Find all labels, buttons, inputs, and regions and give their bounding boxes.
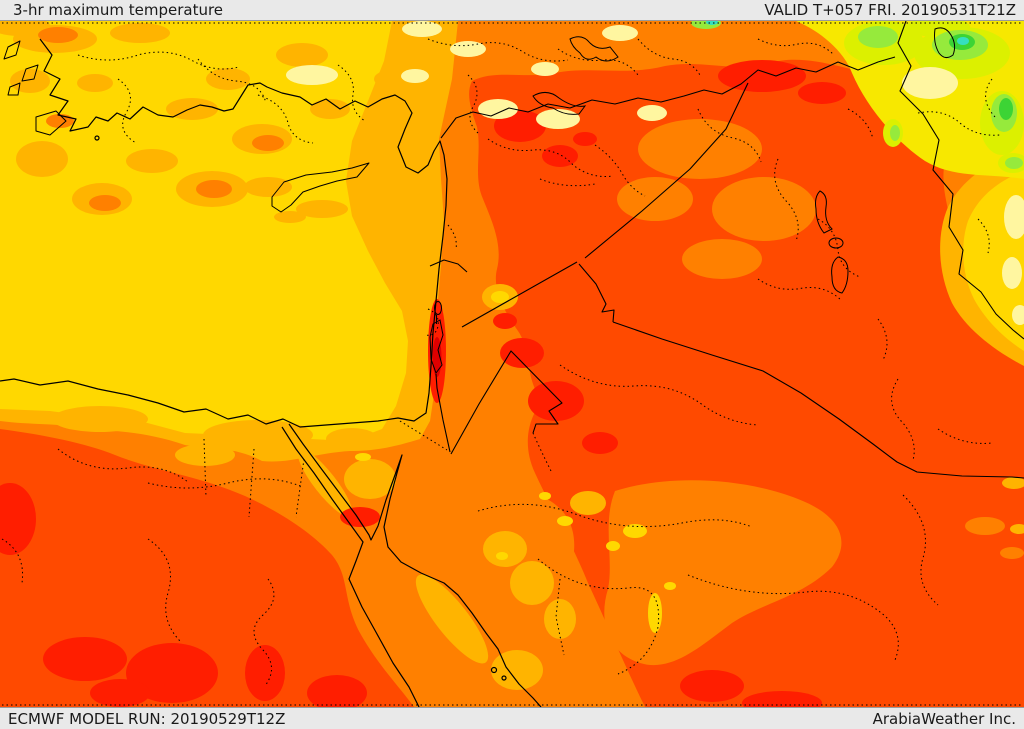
mediterranean-coast [0, 38, 448, 428]
zagros-pale-spots [1002, 195, 1024, 325]
jordan-saudi-border [450, 350, 563, 455]
egypt-amber-patches [52, 406, 396, 499]
dotted-admin-lines [1, 22, 1022, 706]
valid-time-label: VALID T+057 FRI. 20190531T21Z [764, 1, 1016, 19]
header-bar: 3-hr maximum temperature VALID T+057 FRI… [0, 0, 1024, 21]
lake-tharthar [815, 190, 833, 234]
ne-pale [902, 67, 958, 99]
syria-iraq-border [584, 82, 749, 259]
sinai-aqaba-saudi-shore [288, 423, 542, 707]
red-orange-zone-egypt [0, 429, 414, 707]
lake-ataturk [569, 36, 619, 62]
turkey-syria-iraq-border [440, 56, 896, 139]
lake-habbaniyah [828, 237, 844, 249]
syria-jordan-border [461, 261, 578, 328]
lakes [429, 27, 956, 375]
model-run-label: ECMWF MODEL RUN: 20190529T12Z [8, 709, 286, 728]
country-borders [429, 21, 1024, 479]
sea-of-galilee [434, 301, 442, 315]
lake-assad [532, 92, 587, 115]
map-title: 3-hr maximum temperature [13, 1, 224, 19]
amber-cool-streaks [297, 284, 1024, 690]
cyprus-island [271, 162, 370, 213]
iraq-saudi-border [612, 321, 1024, 479]
contour-map-canvas [0, 21, 1024, 707]
red-sea-island-2 [501, 675, 507, 681]
lebanon-israel-border [429, 259, 468, 273]
coastlines [0, 38, 542, 707]
lake-urmia [934, 27, 956, 59]
orange-patchbacks [468, 119, 1024, 666]
lake-razzaza [831, 256, 849, 294]
iran-iraq-border [897, 21, 1024, 340]
ne-cyan [706, 21, 969, 45]
temperature-map [0, 21, 1024, 707]
aegean-islands [3, 40, 67, 136]
credit-label: ArabiaWeather Inc. [872, 709, 1016, 728]
gulf-of-suez-west-shore [281, 426, 420, 707]
turkey-orange-bits [38, 27, 284, 211]
israel-jordan-border [435, 373, 451, 453]
red-sea-island [490, 666, 498, 674]
small-island-dot [94, 135, 100, 141]
dead-sea [429, 319, 444, 375]
footer-bar: ECMWF MODEL RUN: 20190529T12Z ArabiaWeat… [0, 707, 1024, 729]
jordan-iraq-border [578, 263, 615, 323]
